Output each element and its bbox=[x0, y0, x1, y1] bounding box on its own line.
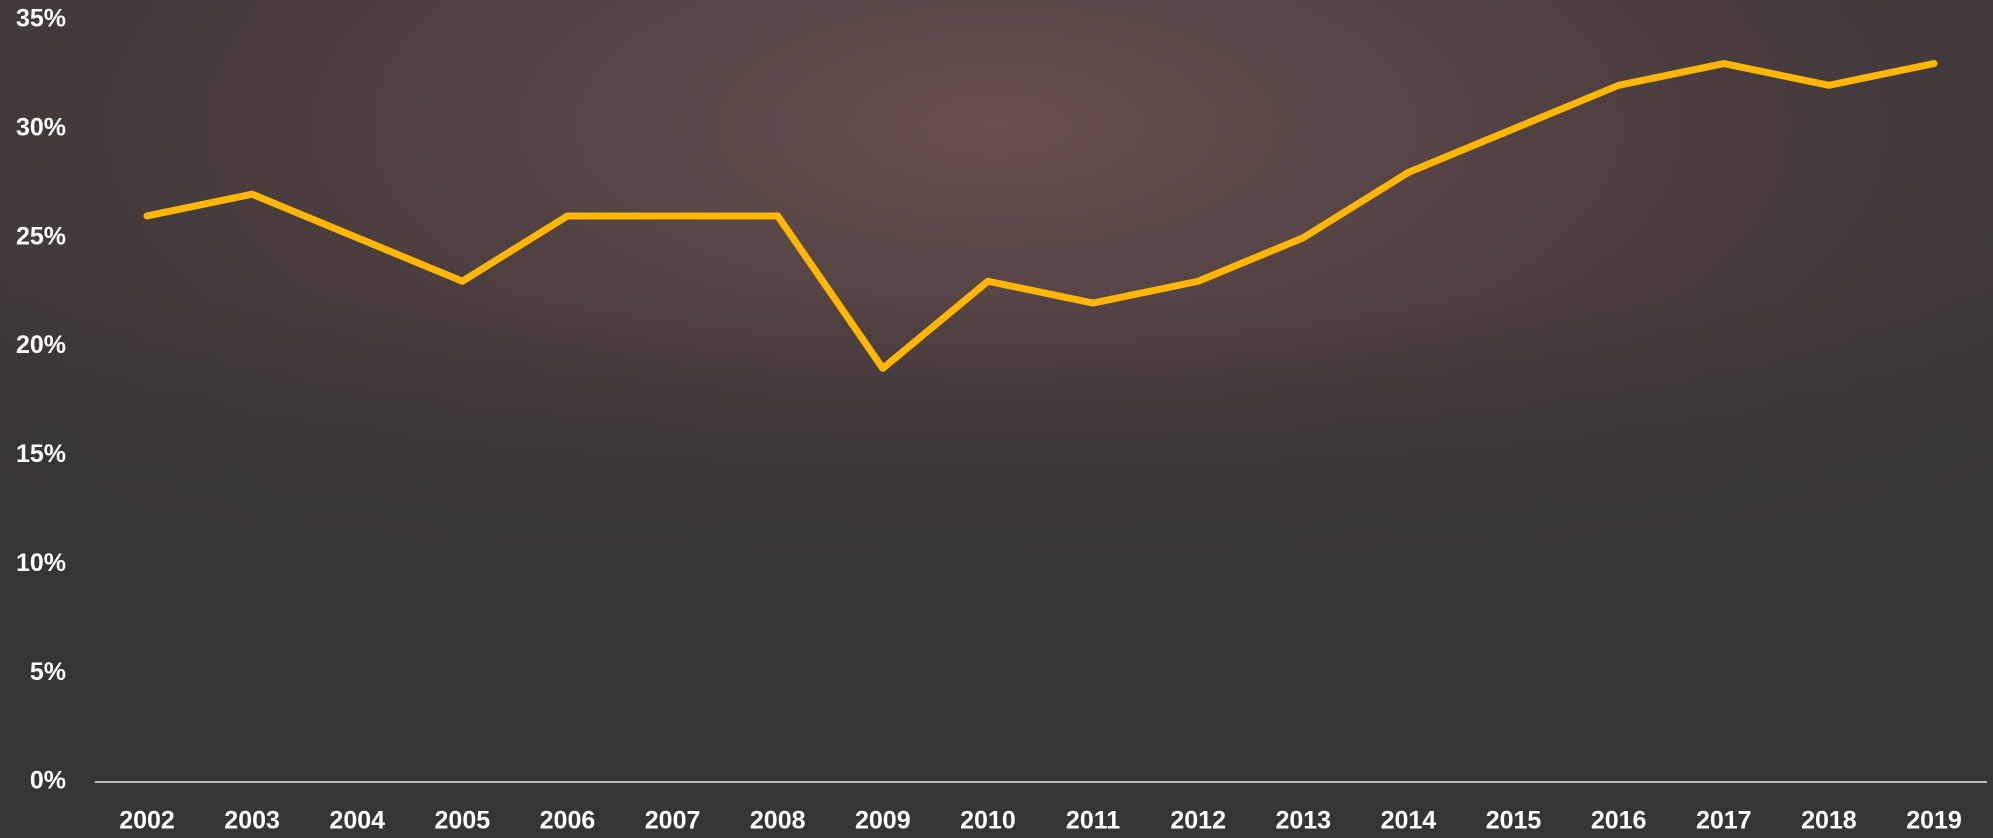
x-tick-label: 2013 bbox=[1275, 807, 1331, 835]
x-tick-label: 2018 bbox=[1801, 807, 1857, 835]
x-tick-label: 2009 bbox=[855, 807, 911, 835]
x-tick-label: 2017 bbox=[1696, 807, 1752, 835]
x-tick-label: 2010 bbox=[960, 807, 1016, 835]
x-tick-label: 2012 bbox=[1170, 807, 1226, 835]
x-tick-label: 2016 bbox=[1591, 807, 1647, 835]
page: {"chart_data": {"type": "line", "categor… bbox=[0, 0, 1993, 838]
x-tick-label: 2006 bbox=[540, 807, 596, 835]
x-tick-label: 2003 bbox=[224, 807, 280, 835]
x-tick-label: 2011 bbox=[1066, 807, 1120, 835]
y-tick-label: 25% bbox=[16, 222, 66, 250]
x-tick-label: 2015 bbox=[1486, 807, 1542, 835]
background-fade bbox=[0, 0, 1993, 838]
y-tick-label: 20% bbox=[16, 331, 66, 359]
x-tick-label: 2002 bbox=[119, 807, 175, 835]
y-tick-label: 35% bbox=[16, 5, 66, 33]
y-tick-label: 15% bbox=[16, 440, 66, 468]
x-tick-label: 2008 bbox=[750, 807, 806, 835]
x-tick-label: 2007 bbox=[645, 807, 701, 835]
x-tick-label: 2004 bbox=[329, 807, 385, 835]
y-tick-label: 10% bbox=[16, 549, 66, 577]
y-tick-label: 30% bbox=[16, 113, 66, 141]
x-tick-label: 2019 bbox=[1906, 807, 1962, 835]
y-tick-label: 0% bbox=[30, 767, 66, 795]
chart: 0% 5% 10% 15% 20% 25% 30% 35% 2002 2003 2004 2005 20… bbox=[0, 0, 1993, 838]
x-tick-label: 2005 bbox=[435, 807, 491, 835]
x-tick-label: 2014 bbox=[1381, 807, 1437, 835]
y-tick-label: 5% bbox=[30, 658, 66, 686]
